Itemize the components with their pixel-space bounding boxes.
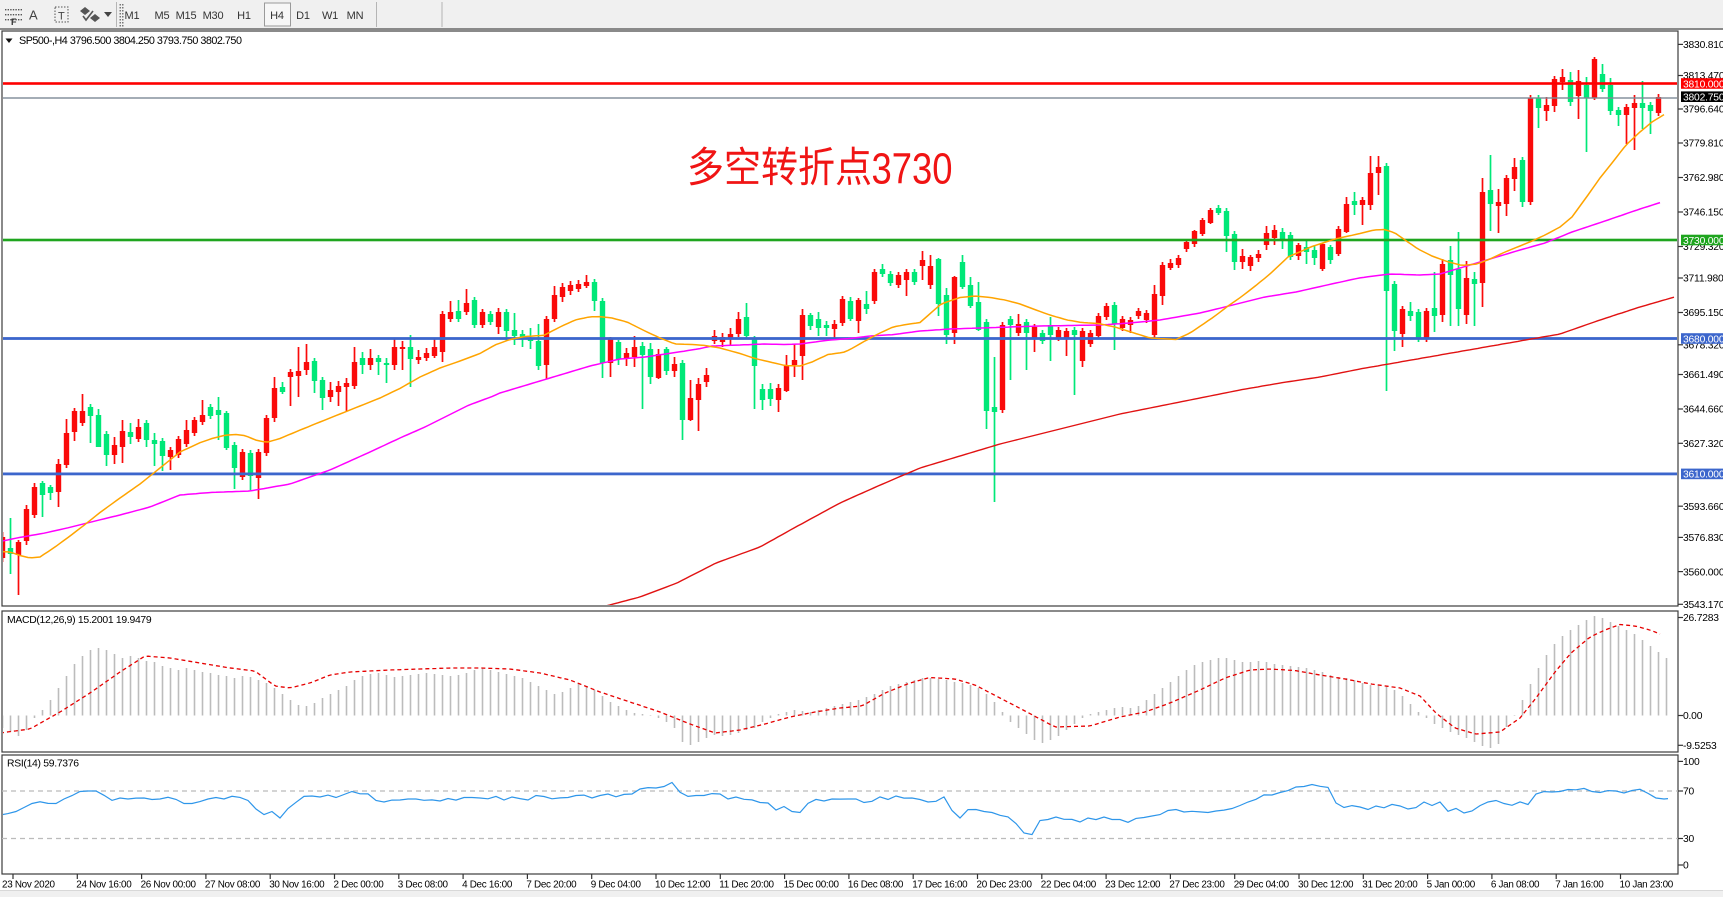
svg-text:9 Dec 04:00: 9 Dec 04:00: [591, 880, 642, 891]
svg-text:3762.980: 3762.980: [1683, 173, 1723, 184]
svg-text:MN: MN: [347, 10, 364, 22]
svg-text:3695.150: 3695.150: [1683, 308, 1723, 319]
svg-text:3680.000: 3680.000: [1683, 334, 1723, 345]
svg-text:10 Jan 23:00: 10 Jan 23:00: [1620, 880, 1674, 891]
svg-text:3729.320: 3729.320: [1683, 242, 1723, 253]
svg-text:3627.320: 3627.320: [1683, 439, 1723, 450]
svg-text:11 Dec 20:00: 11 Dec 20:00: [719, 880, 774, 891]
svg-text:H4: H4: [270, 10, 284, 22]
svg-text:0.00: 0.00: [1683, 711, 1703, 722]
svg-text:MACD(12,26,9) 15.2001 19.9479: MACD(12,26,9) 15.2001 19.9479: [7, 615, 152, 626]
svg-text:3746.150: 3746.150: [1683, 208, 1723, 219]
svg-text:70: 70: [1683, 787, 1695, 798]
svg-text:17 Dec 16:00: 17 Dec 16:00: [912, 880, 968, 891]
svg-text:3813.470: 3813.470: [1683, 71, 1723, 82]
svg-text:22 Dec 04:00: 22 Dec 04:00: [1041, 880, 1097, 891]
svg-text:0: 0: [1683, 861, 1689, 872]
svg-text:M15: M15: [176, 10, 197, 22]
svg-text:7 Jan 16:00: 7 Jan 16:00: [1555, 880, 1604, 891]
svg-text:31 Dec 20:00: 31 Dec 20:00: [1362, 880, 1418, 891]
svg-text:F: F: [11, 17, 17, 27]
svg-text:3644.660: 3644.660: [1683, 405, 1723, 416]
svg-text:3661.490: 3661.490: [1683, 370, 1723, 381]
svg-text:3730.000: 3730.000: [1683, 236, 1723, 247]
svg-text:3830.810: 3830.810: [1683, 40, 1723, 51]
svg-text:16 Dec 08:00: 16 Dec 08:00: [848, 880, 904, 891]
svg-text:30 Dec 12:00: 30 Dec 12:00: [1298, 880, 1354, 891]
svg-text:24 Nov 16:00: 24 Nov 16:00: [76, 880, 132, 891]
svg-text:7 Dec 20:00: 7 Dec 20:00: [526, 880, 577, 891]
svg-text:3678.320: 3678.320: [1683, 341, 1723, 352]
svg-text:27 Nov 08:00: 27 Nov 08:00: [205, 880, 261, 891]
svg-text:3543.170: 3543.170: [1683, 600, 1723, 611]
svg-text:3560.000: 3560.000: [1683, 567, 1723, 578]
svg-text:3 Dec 08:00: 3 Dec 08:00: [398, 880, 449, 891]
svg-text:A: A: [29, 8, 38, 23]
svg-text:3576.830: 3576.830: [1683, 533, 1723, 544]
svg-text:29 Dec 04:00: 29 Dec 04:00: [1234, 880, 1290, 891]
svg-text:23 Dec 12:00: 23 Dec 12:00: [1105, 880, 1161, 891]
svg-text:3610.000: 3610.000: [1683, 470, 1723, 481]
svg-text:SP500-,H4 3796.500 3804.250 3: SP500-,H4 3796.500 3804.250 3793.750 380…: [19, 35, 242, 47]
svg-text:100: 100: [1683, 757, 1700, 768]
svg-text:26.7283: 26.7283: [1683, 613, 1719, 624]
svg-text:20 Dec 23:00: 20 Dec 23:00: [977, 880, 1033, 891]
svg-text:3779.810: 3779.810: [1683, 139, 1723, 150]
svg-text:RSI(14) 59.7376: RSI(14) 59.7376: [7, 759, 79, 770]
svg-text:26 Nov 00:00: 26 Nov 00:00: [141, 880, 197, 891]
svg-text:3593.660: 3593.660: [1683, 502, 1723, 513]
svg-text:4 Dec 16:00: 4 Dec 16:00: [462, 880, 513, 891]
svg-text:3810.000: 3810.000: [1683, 79, 1723, 90]
svg-text:M1: M1: [125, 10, 140, 22]
svg-text:-9.5253: -9.5253: [1683, 741, 1717, 752]
svg-text:M5: M5: [155, 10, 170, 22]
svg-text:10 Dec 12:00: 10 Dec 12:00: [655, 880, 711, 891]
svg-text:30: 30: [1683, 834, 1695, 845]
svg-text:T: T: [58, 11, 65, 23]
svg-text:3802.750: 3802.750: [1683, 93, 1723, 104]
svg-text:27 Dec 23:00: 27 Dec 23:00: [1169, 880, 1225, 891]
svg-text:3730: 3730: [872, 145, 953, 194]
svg-text:D1: D1: [296, 10, 310, 22]
svg-text:30 Nov 16:00: 30 Nov 16:00: [269, 880, 325, 891]
svg-text:15 Dec 00:00: 15 Dec 00:00: [784, 880, 840, 891]
svg-text:3711.980: 3711.980: [1683, 274, 1723, 285]
svg-text:2 Dec 00:00: 2 Dec 00:00: [334, 880, 385, 891]
svg-text:3796.640: 3796.640: [1683, 105, 1723, 116]
svg-text:23 Nov 2020: 23 Nov 2020: [2, 880, 56, 891]
svg-text:M30: M30: [203, 10, 224, 22]
svg-text:W1: W1: [322, 10, 338, 22]
svg-text:5 Jan 00:00: 5 Jan 00:00: [1427, 880, 1476, 891]
svg-text:6 Jan 08:00: 6 Jan 08:00: [1491, 880, 1540, 891]
svg-text:H1: H1: [237, 10, 251, 22]
